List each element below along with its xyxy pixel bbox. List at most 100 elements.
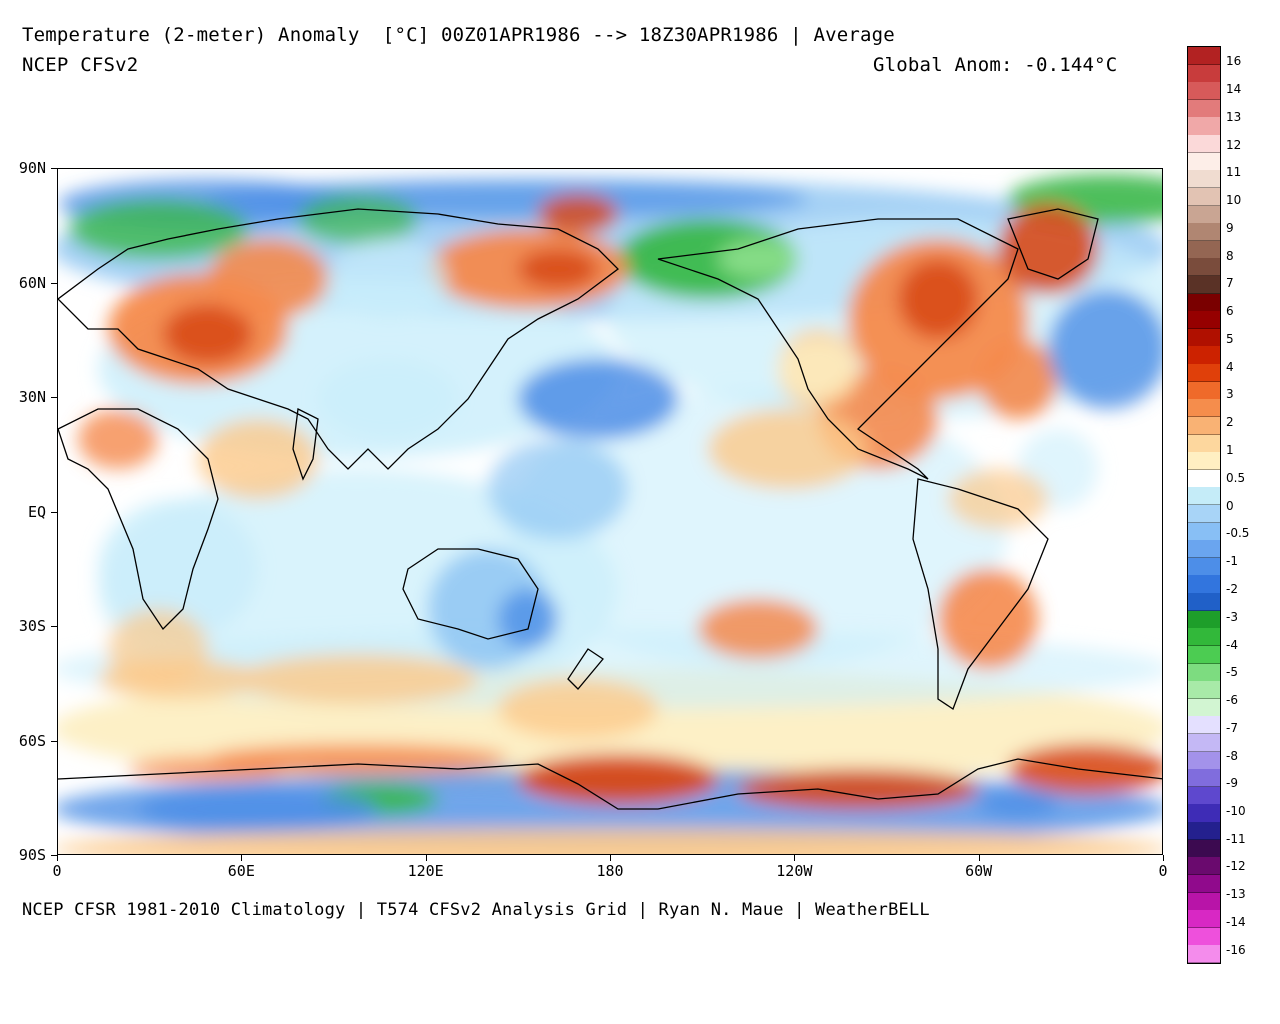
color-swatch — [1188, 628, 1220, 647]
coastline — [58, 408, 219, 631]
color-swatch — [1188, 945, 1220, 964]
anomaly-region — [998, 204, 1098, 294]
anomaly-region — [208, 179, 808, 219]
coastline — [912, 478, 1049, 710]
color-swatch — [1188, 505, 1220, 524]
color-swatch — [1188, 346, 1220, 365]
lon-tick — [794, 855, 796, 861]
color-swatch — [1188, 135, 1220, 154]
global-anomaly-value: Global Anom: -0.144°C — [873, 54, 1118, 76]
anomaly-region — [938, 569, 1038, 669]
color-swatch — [1188, 874, 1220, 894]
color-swatch — [1188, 187, 1220, 207]
coastline — [1007, 208, 1099, 280]
color-swatch — [1188, 822, 1220, 841]
color-scale-label: -7 — [1226, 721, 1238, 735]
anomaly-region — [98, 499, 258, 639]
coastline — [567, 648, 604, 690]
anomaly-region — [708, 409, 868, 489]
lat-tick — [51, 282, 57, 284]
lon-label: 120W — [776, 862, 813, 880]
color-swatch — [1188, 99, 1220, 118]
coastline — [657, 218, 1019, 480]
color-swatch — [1188, 927, 1220, 946]
color-swatch — [1188, 240, 1220, 259]
anomaly-region — [518, 249, 598, 289]
color-swatch — [1188, 769, 1220, 788]
coastline — [58, 208, 619, 470]
color-swatch — [1188, 311, 1220, 330]
color-scale-label: 10 — [1226, 193, 1242, 207]
footer-credits: NCEP CFSR 1981-2010 Climatology | T574 C… — [22, 900, 930, 920]
color-swatch — [1188, 804, 1220, 823]
anomaly-region — [538, 194, 618, 234]
lon-tick — [425, 855, 427, 861]
anomaly-region — [68, 199, 248, 259]
color-swatch — [1188, 910, 1220, 929]
color-scale-label: -0.5 — [1226, 526, 1250, 540]
color-scale-label: 8 — [1226, 249, 1234, 263]
anomaly-region — [518, 754, 718, 804]
color-swatch — [1188, 205, 1220, 224]
lon-tick — [610, 855, 611, 861]
lat-tick — [51, 626, 57, 627]
coastline — [58, 758, 1162, 810]
color-swatch — [1188, 328, 1220, 347]
lon-tick — [57, 855, 58, 861]
color-scale-label: 0 — [1226, 499, 1234, 513]
color-scale-label: 6 — [1226, 304, 1234, 318]
color-scale-bar — [1187, 46, 1221, 964]
color-scale-label: 4 — [1226, 360, 1234, 374]
anomaly-region — [978, 792, 1058, 816]
lat-label: 90S — [18, 846, 46, 864]
anomaly-region — [488, 439, 628, 539]
lat-tick — [51, 740, 57, 742]
lat-label: 30S — [18, 617, 46, 635]
color-swatch — [1188, 786, 1220, 805]
map-title: Temperature (2-meter) Anomaly [°C] 00Z01… — [22, 24, 895, 46]
color-swatch — [1188, 751, 1220, 770]
color-swatch — [1188, 575, 1220, 594]
lat-tick — [51, 855, 57, 856]
anomaly-region — [58, 829, 1162, 854]
color-scale-label: -16 — [1226, 943, 1246, 957]
coastline — [292, 408, 319, 481]
anomaly-field — [58, 174, 1162, 854]
color-swatch — [1188, 487, 1220, 506]
lat-label: 60S — [18, 731, 46, 750]
color-swatch — [1188, 223, 1220, 242]
color-swatch — [1188, 716, 1220, 735]
anomaly-region — [98, 659, 258, 699]
color-scale-label: -4 — [1226, 638, 1238, 652]
color-swatch — [1188, 839, 1220, 858]
color-swatch — [1188, 645, 1220, 665]
anomaly-region — [318, 359, 458, 439]
color-swatch — [1188, 152, 1220, 171]
color-scale-label: -3 — [1226, 610, 1238, 624]
color-scale-label: 2 — [1226, 415, 1234, 429]
color-swatch — [1188, 117, 1220, 136]
color-scale-label: 3 — [1226, 387, 1234, 401]
color-swatch — [1188, 540, 1220, 559]
lat-label: 60N — [18, 273, 46, 292]
color-swatch — [1188, 610, 1220, 629]
color-swatch — [1188, 293, 1220, 312]
color-swatch — [1188, 663, 1220, 682]
color-swatch — [1188, 258, 1220, 277]
color-swatch — [1188, 82, 1220, 101]
lat-label: EQ — [27, 502, 46, 521]
lat-tick — [51, 511, 57, 513]
lat-label: 90N — [18, 159, 46, 177]
color-scale-label: -9 — [1226, 776, 1238, 790]
color-scale-label: -5 — [1226, 665, 1238, 679]
model-name: NCEP CFSv2 — [22, 54, 139, 76]
coastlines — [58, 208, 1162, 810]
color-swatch — [1188, 452, 1220, 471]
lon-tick — [241, 855, 243, 861]
anomaly-region — [198, 419, 318, 499]
color-scale-label: -8 — [1226, 749, 1238, 763]
color-swatch — [1188, 276, 1220, 295]
color-swatch — [1188, 381, 1220, 400]
color-swatch — [1188, 557, 1220, 576]
color-scale-label: -11 — [1226, 832, 1246, 846]
